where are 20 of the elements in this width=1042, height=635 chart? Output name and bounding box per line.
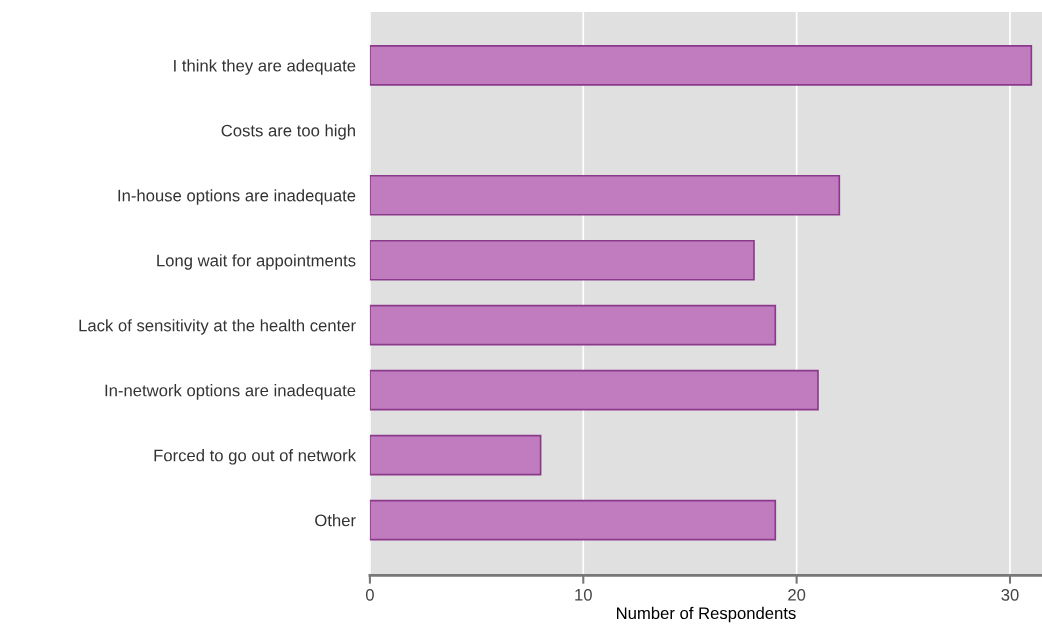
x-tick-label: 10 [575, 588, 592, 601]
bar [369, 45, 1033, 86]
bar [369, 174, 841, 216]
y-tick-label: I think they are adequate [174, 59, 356, 75]
bar [369, 369, 819, 411]
y-tick-label: Forced to go out of network [154, 449, 357, 465]
x-tick-label: 0 [365, 588, 374, 601]
bar [369, 239, 755, 281]
y-tick-label: Costs are too high [221, 124, 355, 140]
y-tick-label: Other [315, 514, 356, 527]
bar [369, 499, 777, 541]
x-axis-title: Number of Respondents [617, 606, 796, 623]
y-tick-label: Long wait for appointments [157, 254, 356, 270]
y-tick-label: In-house options are inadequate [118, 189, 356, 205]
bar [369, 304, 777, 346]
y-tick-label: Lack of sensitivity at the health center [79, 319, 356, 335]
y-tick-label: In-network options are inadequate [105, 384, 356, 400]
x-tick-label: 20 [788, 588, 806, 601]
bar [369, 434, 542, 476]
x-tick-label: 30 [1001, 588, 1019, 601]
